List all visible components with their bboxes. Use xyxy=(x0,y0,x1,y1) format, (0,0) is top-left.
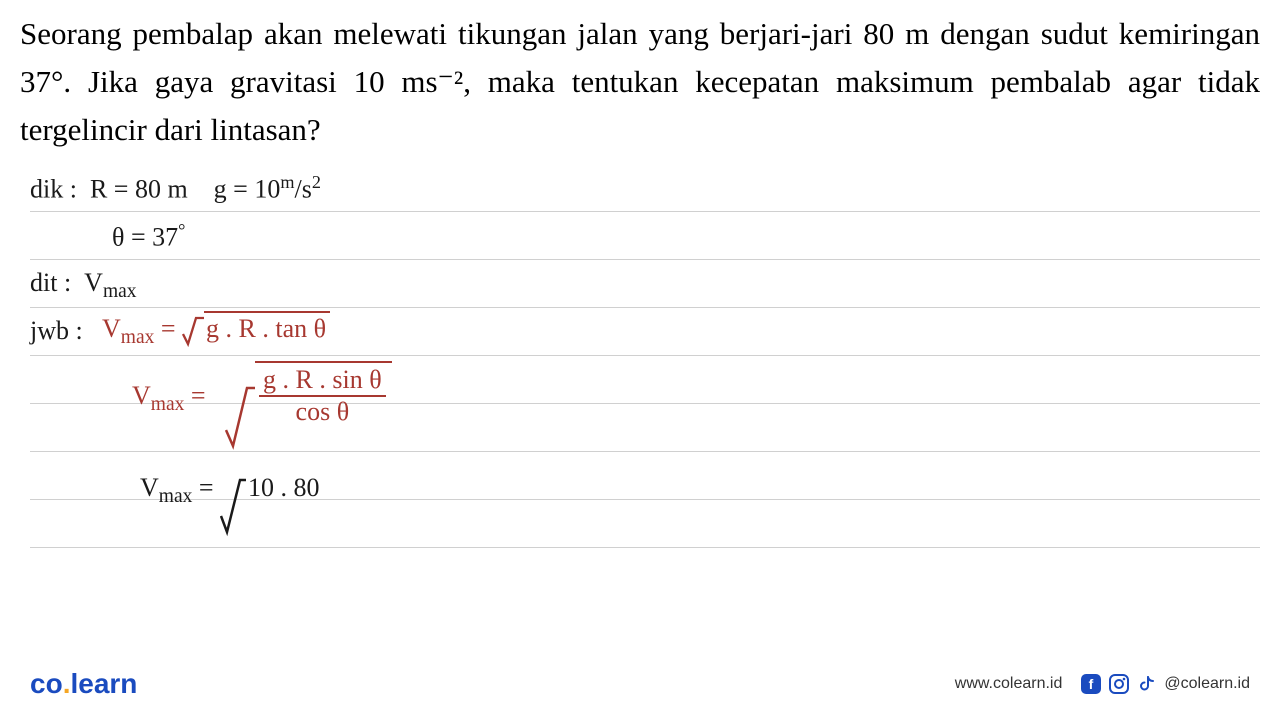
brand-logo: co.learn xyxy=(30,668,137,700)
formula-vmax-tan: Vmax = g . R . tan θ xyxy=(102,314,330,349)
footer: co.learn www.colearn.id f @colearn.id xyxy=(0,668,1280,700)
instagram-icon xyxy=(1108,673,1130,695)
social-handle: @colearn.id xyxy=(1164,675,1250,693)
work-line: Vmax = 10 . 80 xyxy=(30,452,1260,500)
work-line xyxy=(30,404,1260,452)
dit-label: dit : Vmax xyxy=(30,268,137,303)
social-icons: f @colearn.id xyxy=(1080,673,1250,695)
work-line: Vmax = g . R . sin θ cos θ xyxy=(30,356,1260,404)
footer-right: www.colearn.id f @colearn.id xyxy=(955,673,1250,695)
website-url: www.colearn.id xyxy=(955,675,1063,693)
jwb-label: jwb : xyxy=(30,316,83,346)
tiktok-icon xyxy=(1136,673,1158,695)
dik-label: dik : R = 80 m g = 10m/s2 xyxy=(30,172,321,205)
facebook-icon: f xyxy=(1080,673,1102,695)
theta-value: θ = 37° xyxy=(112,220,185,253)
work-line xyxy=(30,500,1260,548)
work-line: jwb : Vmax = g . R . tan θ xyxy=(30,308,1260,356)
work-line: dik : R = 80 m g = 10m/s2 xyxy=(30,164,1260,212)
work-line: dit : Vmax xyxy=(30,260,1260,308)
handwriting-area: dik : R = 80 m g = 10m/s2 θ = 37° dit : … xyxy=(0,154,1280,548)
question-text: Seorang pembalap akan melewati tikungan … xyxy=(0,0,1280,154)
svg-text:f: f xyxy=(1089,676,1094,692)
work-line: θ = 37° xyxy=(30,212,1260,260)
